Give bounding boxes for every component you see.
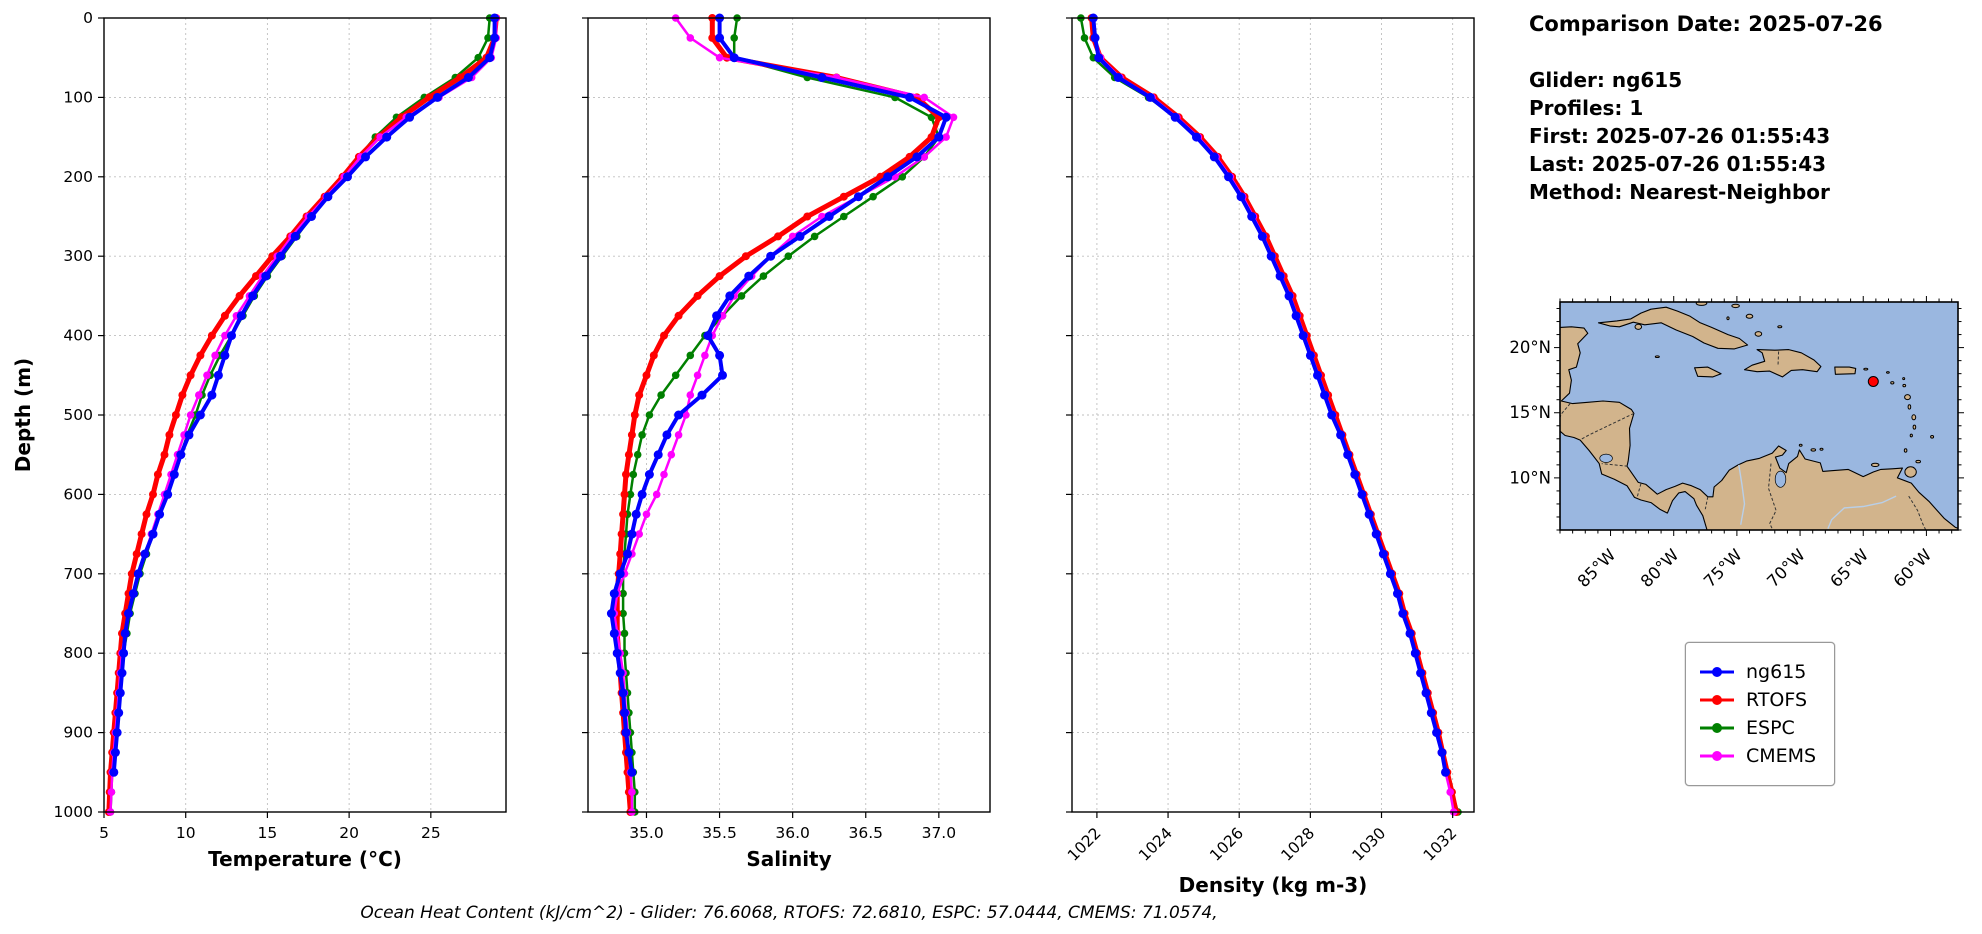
svg-text:400: 400	[63, 327, 93, 345]
svg-text:700: 700	[63, 565, 93, 583]
series-ng615	[109, 13, 500, 777]
info-first: First: 2025-07-26 01:55:43	[1529, 124, 1831, 148]
svg-text:1026: 1026	[1206, 824, 1247, 865]
legend-label: ESPC	[1746, 717, 1795, 739]
svg-text:100: 100	[63, 88, 93, 106]
svg-text:37.0: 37.0	[922, 824, 957, 842]
svg-text:200: 200	[63, 168, 93, 186]
density-y-ticks	[1066, 17, 1072, 813]
legend-item-cmems: CMEMS	[1698, 745, 1816, 767]
density-x-ticks: 1022 1024 1026 1028 1030 1032	[1064, 812, 1460, 865]
svg-text:70°W: 70°W	[1763, 545, 1809, 591]
legend-line-marker-icon	[1700, 751, 1734, 761]
svg-text:85°W: 85°W	[1574, 545, 1620, 591]
glider-position-marker	[1867, 376, 1879, 387]
svg-text:1028: 1028	[1278, 824, 1319, 865]
info-last: Last: 2025-07-26 01:55:43	[1529, 152, 1827, 176]
density-plot: 1022 1024 1026 1028 1030 1032 Density (kg m-3)	[1064, 13, 1475, 897]
legend-item-rtofs: RTOFS	[1698, 689, 1816, 711]
svg-text:300: 300	[63, 247, 93, 265]
svg-text:20°N: 20°N	[1509, 338, 1551, 357]
svg-text:10°N: 10°N	[1509, 468, 1551, 487]
svg-text:60°W: 60°W	[1890, 545, 1936, 591]
temperature-xlabel: Temperature (°C)	[208, 847, 402, 871]
svg-text:0: 0	[83, 9, 93, 27]
legend-line-marker-icon	[1700, 695, 1734, 705]
temperature-x-ticks: 5 10 15 20 25	[99, 812, 441, 842]
legend-label: RTOFS	[1746, 689, 1808, 711]
svg-text:36.0: 36.0	[775, 824, 810, 842]
series-ESPC	[1077, 14, 1462, 816]
legend: ng615 RTOFS ESPC CMEMS	[1685, 642, 1836, 786]
series-ng615	[1088, 13, 1450, 777]
svg-text:15°N: 15°N	[1509, 403, 1551, 422]
svg-text:25: 25	[421, 824, 441, 842]
map-rivers	[1738, 464, 1897, 529]
legend-item-ng615: ng615	[1698, 661, 1816, 683]
map-ticks	[1554, 296, 1964, 536]
info-glider: Glider: ng615	[1529, 68, 1683, 92]
density-grid	[1072, 17, 1474, 813]
legend-line-marker-icon	[1700, 667, 1734, 677]
legend-line-marker-icon	[1700, 723, 1734, 733]
map-land	[1560, 302, 1958, 530]
svg-text:20: 20	[339, 824, 359, 842]
profile-plots: 5 10 15 20 25 0 100 200 300 400 500 600 700 800 900 100…	[11, 9, 1475, 897]
svg-text:1024: 1024	[1135, 824, 1176, 865]
map-frame	[1559, 301, 1959, 531]
svg-text:65°W: 65°W	[1826, 545, 1872, 591]
temperature-plot: 5 10 15 20 25 0 100 200 300 400 500 600 700 800 900 100…	[54, 9, 507, 871]
depth-axis-label: Depth (m)	[11, 358, 35, 472]
svg-text:35.5: 35.5	[702, 824, 737, 842]
svg-text:600: 600	[63, 485, 93, 503]
svg-text:10: 10	[176, 824, 196, 842]
svg-text:5: 5	[99, 824, 109, 842]
salinity-y-ticks	[582, 17, 588, 813]
ocean-heat-content-caption: Ocean Heat Content (kJ/cm^2) - Glider: 7…	[360, 903, 1218, 923]
svg-text:1000: 1000	[54, 803, 93, 821]
svg-text:75°W: 75°W	[1700, 545, 1746, 591]
svg-text:500: 500	[63, 406, 93, 424]
svg-text:35.0: 35.0	[629, 824, 664, 842]
svg-text:15: 15	[258, 824, 278, 842]
svg-text:1022: 1022	[1064, 824, 1105, 865]
svg-text:1030: 1030	[1349, 824, 1390, 865]
legend-item-espc: ESPC	[1698, 717, 1816, 739]
density-xlabel: Density (kg m-3)	[1179, 873, 1368, 897]
svg-text:800: 800	[63, 644, 93, 662]
comparison-date: Comparison Date: 2025-07-26	[1529, 12, 1883, 36]
temperature-y-ticks: 0 100 200 300 400 500 600 700 800 900 1000	[54, 9, 104, 821]
salinity-xlabel: Salinity	[746, 847, 831, 871]
svg-text:36.5: 36.5	[848, 824, 883, 842]
salinity-plot: 35.0 35.5 36.0 36.5 37.0 Salinity	[582, 13, 991, 871]
temperature-grid	[103, 17, 506, 813]
info-profiles: Profiles: 1	[1529, 96, 1644, 120]
legend-label: CMEMS	[1746, 745, 1817, 767]
info-method: Method: Nearest-Neighbor	[1529, 180, 1830, 204]
svg-text:80°W: 80°W	[1637, 545, 1683, 591]
svg-text:900: 900	[63, 724, 93, 742]
location-map: 85°W 80°W 75°W 70°W 65°W 60°W 20°N 15°N 10°N	[1509, 296, 1964, 591]
legend-label: ng615	[1746, 661, 1807, 683]
series-ng615	[606, 13, 951, 777]
salinity-x-ticks: 35.0 35.5 36.0 36.5 37.0	[629, 812, 956, 842]
info-block: Comparison Date: 2025-07-26 Glider: ng61…	[1529, 12, 1969, 206]
svg-text:1032: 1032	[1420, 824, 1461, 865]
map-borders	[1560, 351, 1927, 530]
